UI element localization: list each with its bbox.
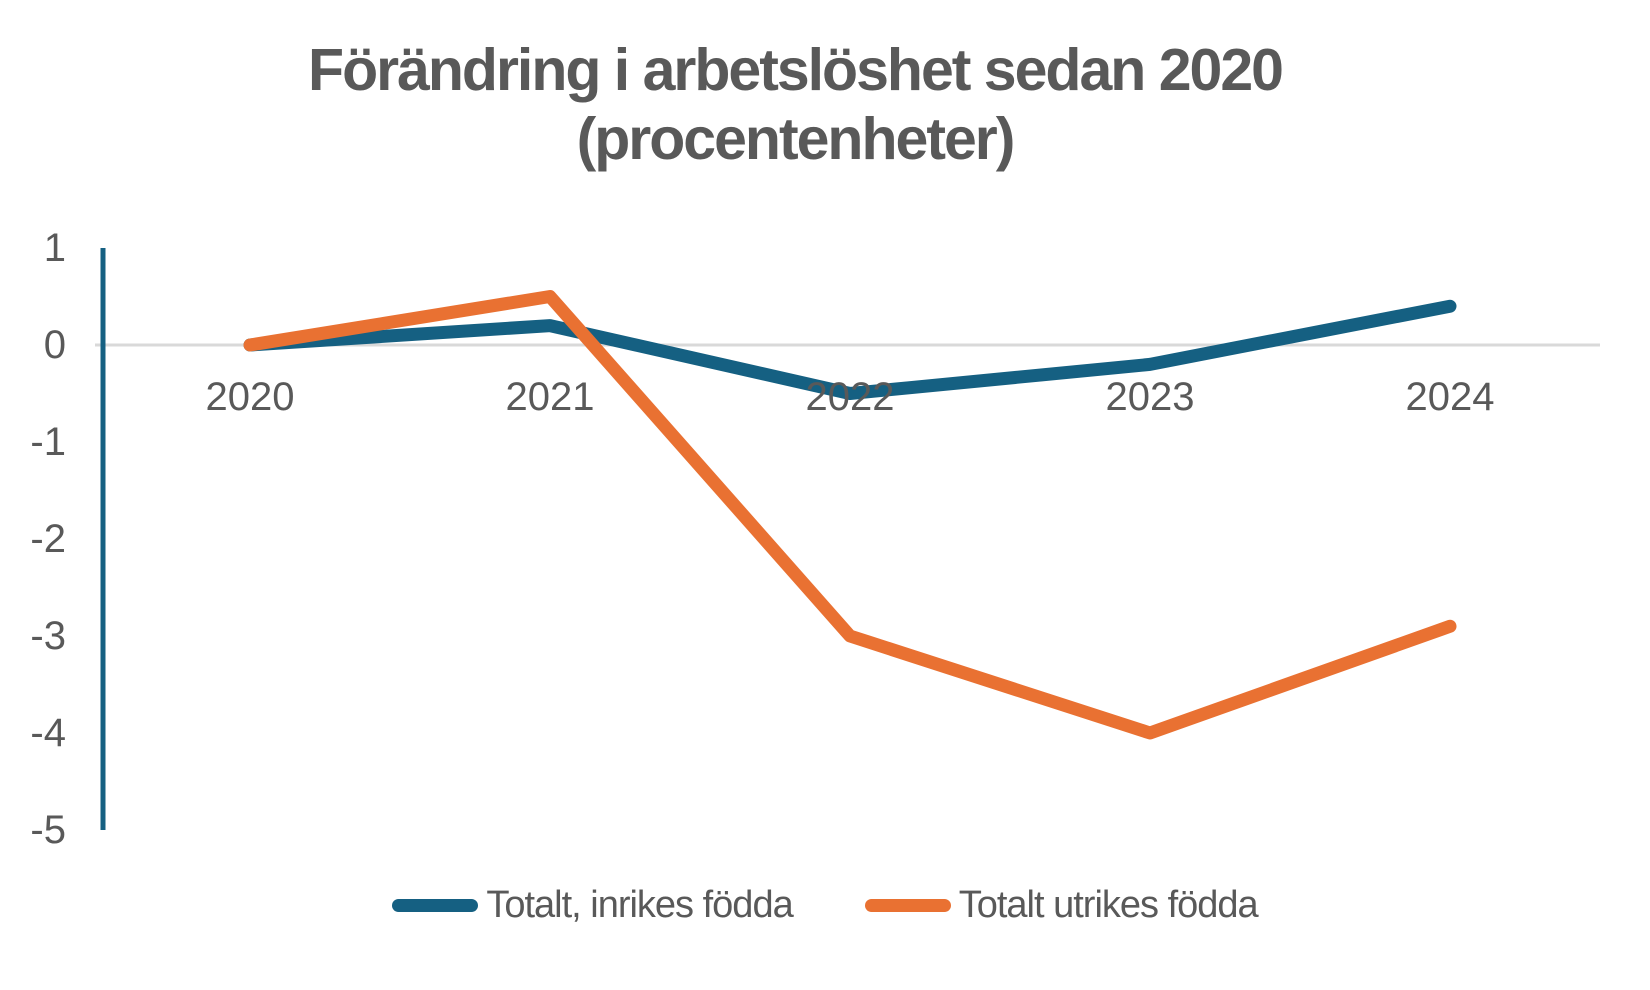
legend-swatch-icon [392,898,479,912]
legend-label: Totalt utrikes födda [958,884,1259,926]
legend-item-1: Totalt utrikes födda [864,882,1259,928]
legend-label: Totalt, inrikes födda [486,884,793,926]
y-tick-label: 1 [43,226,66,270]
chart-title-line2: (procentenheter) [576,106,1016,173]
chart-title: Förändring i arbetslöshet sedan 2020 (pro… [0,36,1590,174]
y-tick-label: 0 [43,323,66,367]
series-line-0 [243,299,1457,400]
x-tick-label: 2021 [505,375,595,419]
x-tick-label: 2024 [1405,375,1495,419]
series-line-1 [243,290,1457,740]
legend-swatch-icon [864,898,951,912]
y-tick-label: -2 [30,517,66,561]
y-tick-label: -4 [30,711,66,755]
legend: Totalt, inrikes födda Totalt utrikes född… [0,882,1650,928]
y-tick-label: -3 [30,614,66,658]
y-tick-label: -1 [30,420,66,464]
x-tick-label: 2023 [1105,375,1195,419]
legend-item-0: Totalt, inrikes födda [392,882,794,928]
y-tick-label: -5 [30,808,66,852]
chart-title-line1: Förändring i arbetslöshet sedan 2020 [308,37,1284,103]
y-axis-labels: 1 0 -1 -2 -3 -4 -5 [0,0,78,990]
x-tick-label: 2022 [805,375,895,419]
x-tick-label: 2020 [205,375,295,419]
